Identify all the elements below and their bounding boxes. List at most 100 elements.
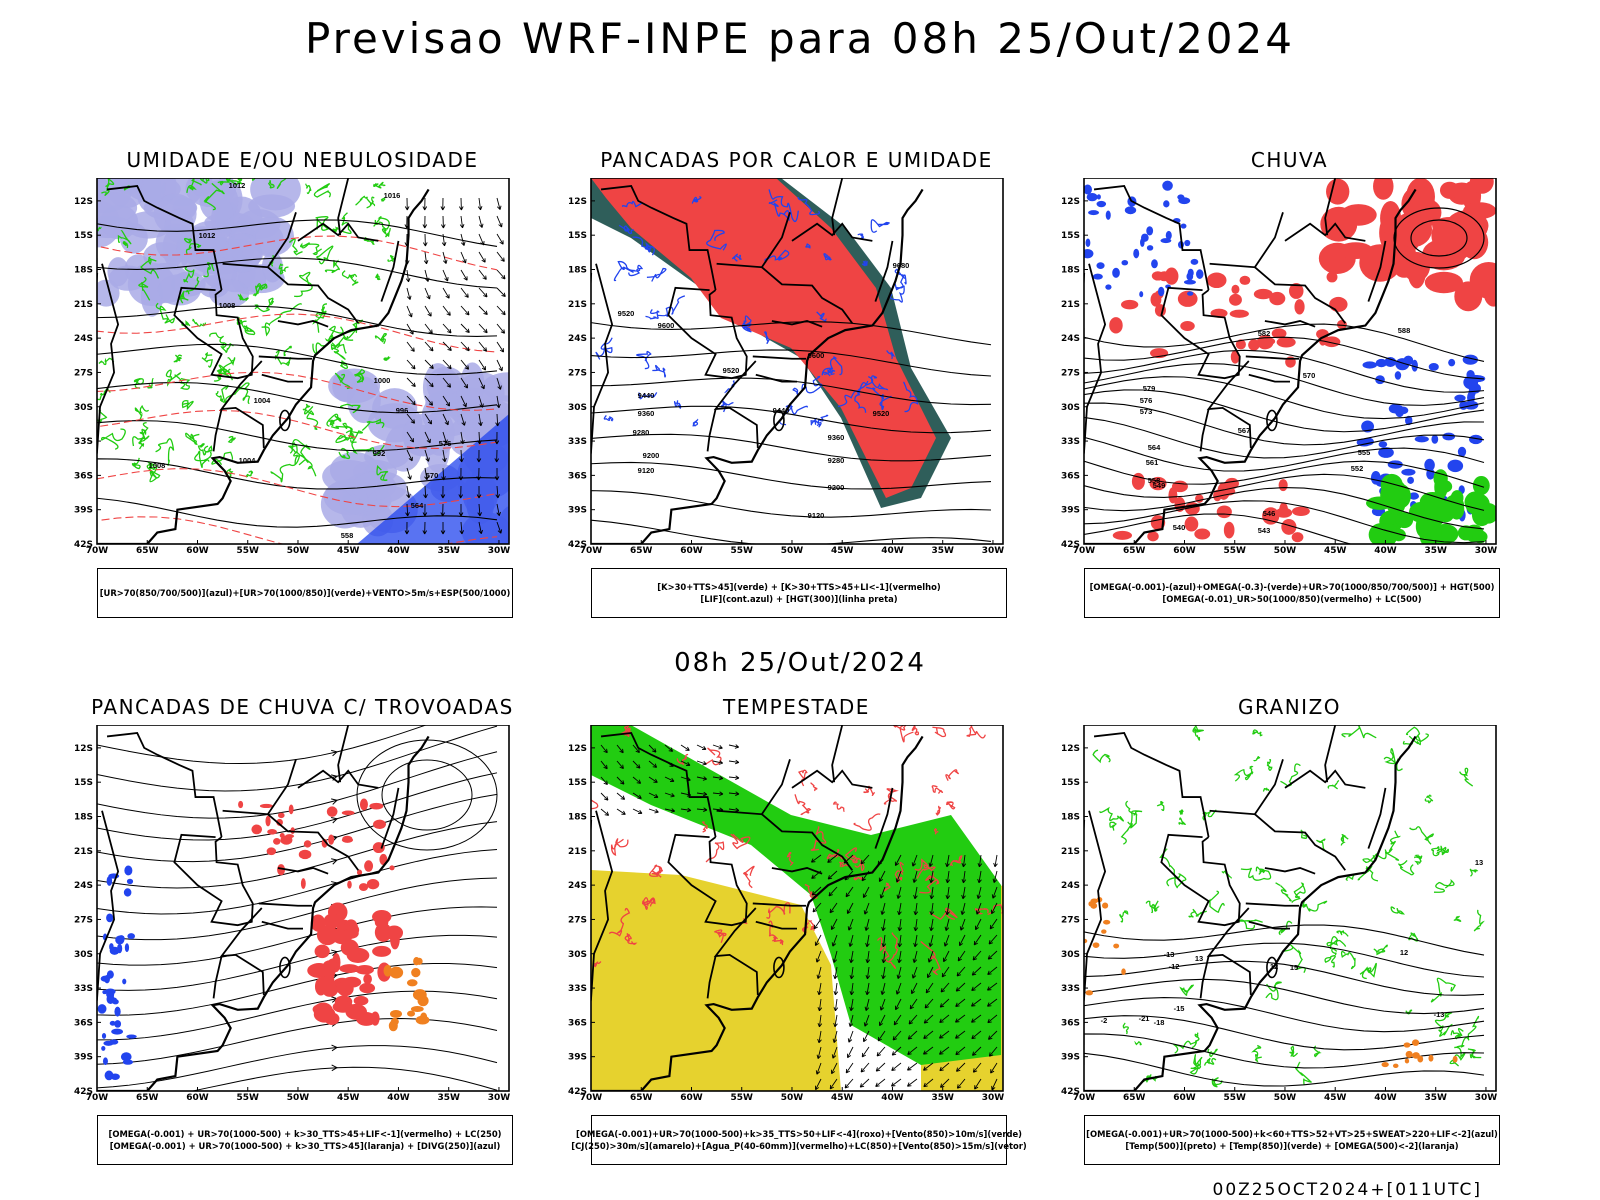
humidity-contour bbox=[209, 332, 227, 349]
rain-area bbox=[1469, 434, 1483, 445]
lat-tick-label: 12S bbox=[1061, 197, 1080, 207]
wind-vector bbox=[816, 966, 822, 979]
wind-vector bbox=[680, 744, 690, 751]
storm-area bbox=[411, 967, 421, 978]
lon-tick-label: 40W bbox=[387, 1093, 410, 1103]
panel-title: PANCADAS DE CHUVA C/ TROVOADAS bbox=[91, 695, 514, 719]
wind-vector bbox=[929, 902, 935, 916]
precipitable-water-contour bbox=[932, 726, 947, 738]
lat-tick-label: 21S bbox=[74, 847, 93, 857]
thickness-contour bbox=[97, 313, 498, 353]
contour-label: 576 bbox=[1140, 396, 1153, 405]
precipitable-water-contour bbox=[743, 865, 755, 889]
contour-label: 9200 bbox=[828, 483, 845, 492]
wind-vector bbox=[973, 934, 982, 946]
wind-vector bbox=[616, 760, 624, 770]
lifted-index-contour bbox=[889, 283, 905, 303]
political-border bbox=[831, 178, 844, 236]
lagoa-dos-patos bbox=[773, 409, 785, 432]
lon-tick-label: 70W bbox=[580, 546, 603, 556]
temperature-850-contour bbox=[1362, 851, 1400, 863]
wind-vector bbox=[957, 950, 966, 962]
wind-vector bbox=[955, 1046, 966, 1056]
lon-tick-label: 45W bbox=[337, 546, 360, 556]
wind-vector bbox=[865, 934, 870, 948]
political-border bbox=[297, 222, 379, 242]
wind-vector bbox=[664, 744, 674, 752]
wind-vector bbox=[406, 359, 416, 370]
contour-label: 1012 bbox=[199, 231, 216, 240]
rain-area bbox=[1088, 210, 1100, 216]
wind-vector bbox=[406, 449, 413, 462]
humidity-contour bbox=[186, 178, 202, 193]
wind-vector bbox=[632, 808, 643, 815]
forecast-map: 1012 1016 1012 1008 1004 1000 996 992 576 570 564 5… bbox=[74, 178, 510, 556]
wind-vector bbox=[422, 215, 428, 229]
wind-vector bbox=[862, 886, 870, 899]
political-border bbox=[752, 355, 807, 360]
height-contour bbox=[1084, 460, 1485, 488]
wind-vector bbox=[422, 521, 428, 535]
temperature-850-contour bbox=[1203, 1057, 1217, 1066]
wind-vector bbox=[494, 431, 500, 445]
temperature-850-contour bbox=[1340, 950, 1356, 970]
temperature-850-contour bbox=[1384, 830, 1402, 854]
wind-vector bbox=[881, 966, 886, 980]
wind-vector bbox=[972, 950, 982, 961]
map-layer bbox=[97, 725, 498, 1091]
lat-tick-label: 24S bbox=[74, 334, 93, 344]
lon-tick-label: 70W bbox=[86, 1093, 109, 1103]
height-contour bbox=[1084, 402, 1485, 446]
temperature-850-contour bbox=[1188, 908, 1207, 918]
wind-vector bbox=[897, 950, 902, 964]
wind-vector bbox=[831, 1046, 838, 1059]
lat-tick-label: 39S bbox=[74, 1053, 93, 1063]
wind-vector bbox=[923, 1014, 934, 1024]
height-contour bbox=[591, 461, 992, 490]
lon-tick-label: 35W bbox=[437, 546, 460, 556]
political-border bbox=[106, 185, 223, 291]
temperature-850-contour bbox=[1414, 854, 1423, 860]
wind-vector bbox=[893, 1014, 902, 1026]
temperature-500-contour bbox=[1084, 978, 1485, 1015]
rain-area bbox=[1184, 516, 1199, 532]
humidity-contour bbox=[101, 178, 115, 197]
omega-area bbox=[1403, 1042, 1411, 1048]
wind-vector bbox=[945, 902, 950, 916]
humidity-contour bbox=[134, 404, 150, 420]
lat-tick-label: 12S bbox=[568, 197, 587, 207]
rain-area bbox=[1395, 358, 1410, 371]
streamline bbox=[97, 1018, 498, 1065]
rain-area bbox=[1162, 180, 1173, 191]
storm-area bbox=[343, 928, 359, 939]
storm-area bbox=[353, 995, 369, 1006]
humidity-contour bbox=[236, 317, 243, 325]
storm-area bbox=[288, 804, 294, 815]
lifted-index-contour bbox=[720, 400, 734, 413]
temperature-850-contour bbox=[1192, 725, 1204, 741]
lifted-index-contour bbox=[657, 295, 686, 317]
rain-area bbox=[1158, 286, 1165, 297]
wind-vector bbox=[494, 467, 500, 481]
wind-vector bbox=[977, 854, 983, 868]
wind-vector bbox=[728, 775, 740, 781]
temperature-500-contour bbox=[1084, 960, 1485, 996]
rain-area bbox=[1084, 184, 1092, 195]
wind-vector bbox=[848, 934, 854, 947]
humidity-contour bbox=[215, 391, 225, 403]
humidity-contour bbox=[326, 413, 342, 427]
storm-area bbox=[273, 838, 281, 845]
lifted-index-contour bbox=[821, 356, 843, 377]
lat-tick-label: 12S bbox=[74, 197, 93, 207]
wind-vector bbox=[922, 1046, 934, 1055]
humidity-contour bbox=[331, 425, 352, 441]
rain-area bbox=[1271, 328, 1287, 339]
temperature-850-contour bbox=[1409, 826, 1434, 845]
rain-area bbox=[1184, 279, 1196, 285]
wind-vector bbox=[876, 1046, 886, 1057]
contour-label: -18 bbox=[1154, 1018, 1165, 1027]
divergence-area bbox=[117, 935, 125, 943]
humidity-contour bbox=[197, 443, 206, 456]
political-border bbox=[1254, 266, 1346, 324]
